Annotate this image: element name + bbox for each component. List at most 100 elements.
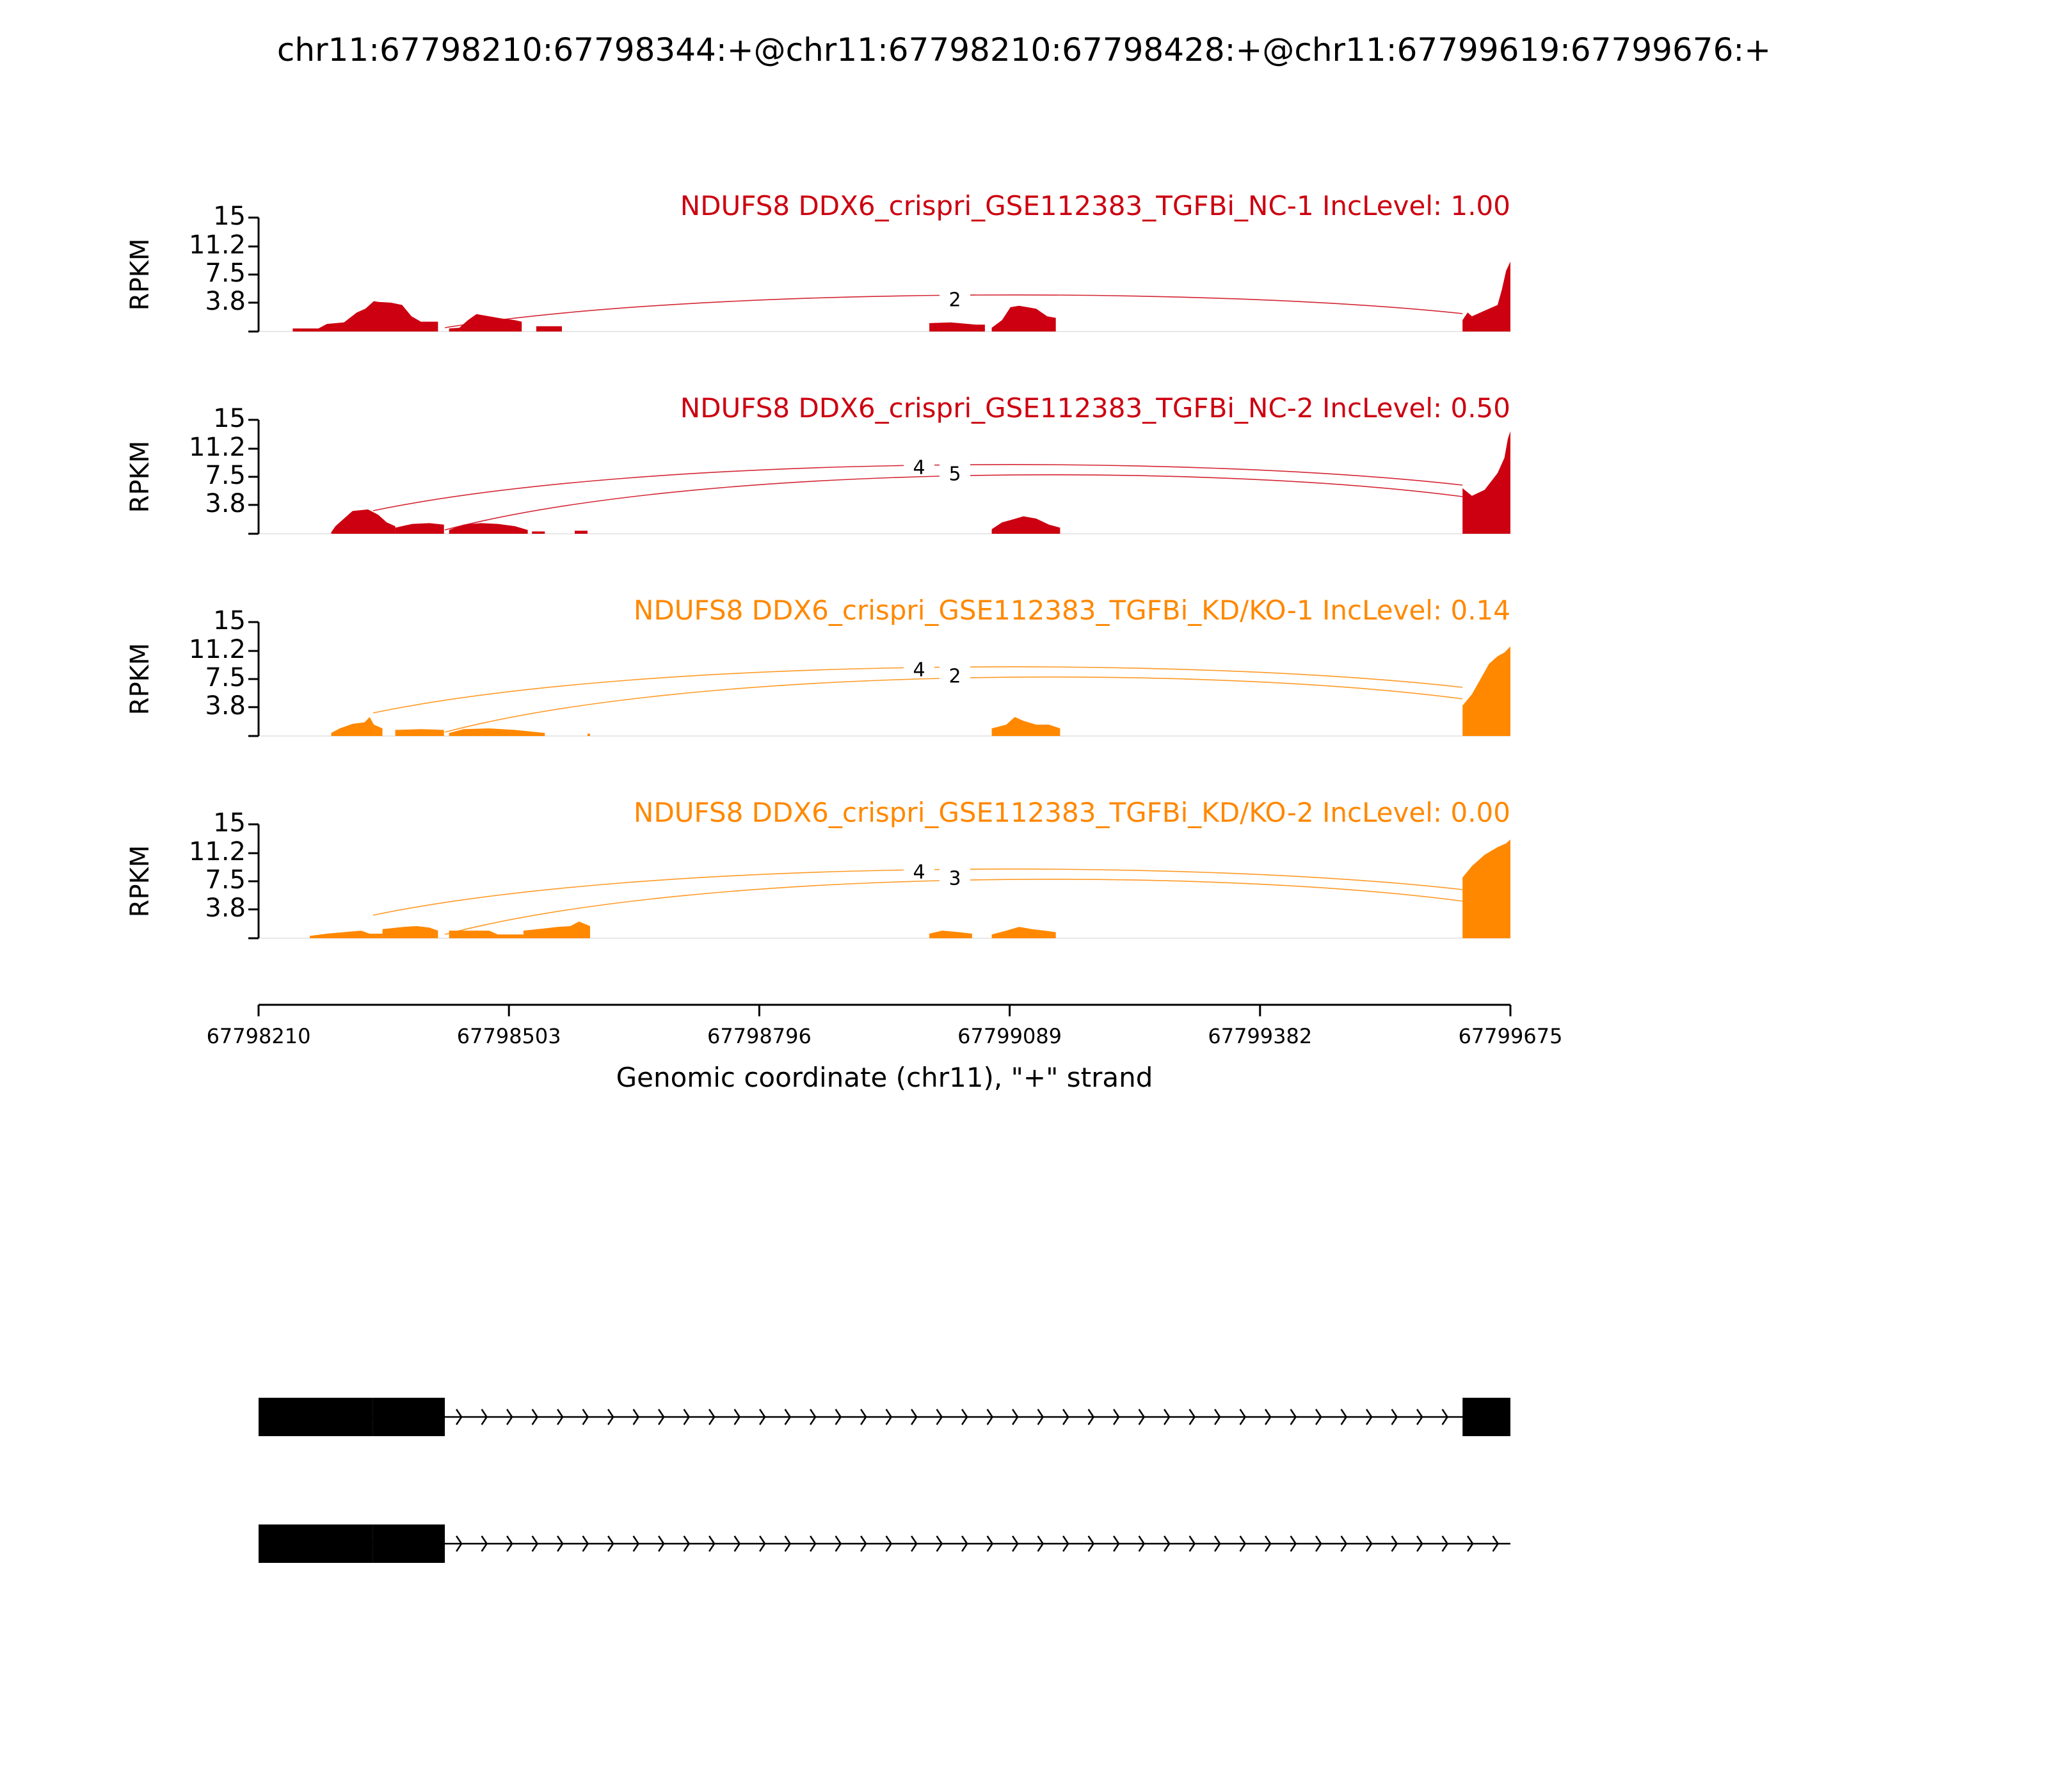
strand-arrow <box>607 1535 614 1552</box>
exon-block <box>372 1524 445 1563</box>
junction-label-bg <box>940 863 970 886</box>
strand-arrow <box>481 1409 488 1425</box>
y-tick-label: 7.5 <box>205 663 246 692</box>
y-tick-label: 15 <box>213 202 246 231</box>
coverage-segment <box>991 927 1056 938</box>
y-tick-label: 3.8 <box>205 489 246 518</box>
strand-arrow <box>784 1409 792 1425</box>
strand-arrow <box>1265 1409 1272 1425</box>
y-tick-label: 15 <box>213 404 246 433</box>
x-tick-label: 67798210 <box>207 1024 311 1048</box>
strand-arrow <box>582 1535 589 1552</box>
strand-arrow <box>1087 1535 1095 1552</box>
y-tick-label: 11.2 <box>189 230 246 260</box>
strand-arrow <box>708 1409 716 1425</box>
junction-count-label: 5 <box>948 463 961 486</box>
strand-arrow <box>860 1535 867 1552</box>
strand-arrow <box>1239 1535 1247 1552</box>
strand-arrow <box>1188 1535 1196 1552</box>
strand-arrow <box>683 1409 691 1425</box>
coverage-segment <box>575 531 588 534</box>
strand-arrow <box>1315 1409 1322 1425</box>
strand-arrow <box>936 1535 943 1552</box>
strand-arrow <box>810 1535 817 1552</box>
strand-arrow <box>1164 1535 1171 1552</box>
junction-label-bg <box>904 654 934 677</box>
y-tick-label: 7.5 <box>205 461 246 490</box>
coverage-segment <box>523 921 590 938</box>
y-axis-label: RPKM <box>125 239 155 311</box>
strand-arrow <box>784 1535 792 1552</box>
strand-arrow <box>1416 1535 1423 1552</box>
x-tick-label: 67799675 <box>1459 1024 1563 1048</box>
coverage-segment <box>532 531 545 534</box>
gene-model-2 <box>259 1524 1510 1563</box>
figure-title: chr11:67798210:67798344:+@chr11:67798210… <box>277 31 1771 68</box>
strand-arrow <box>531 1535 539 1552</box>
y-tick-label: 11.2 <box>189 837 246 867</box>
coverage-segment <box>395 729 444 736</box>
strand-arrow <box>658 1409 665 1425</box>
strand-arrow <box>986 1535 994 1552</box>
strand-arrow <box>506 1535 513 1552</box>
coverage-segment <box>449 314 522 332</box>
junction-count-label: 4 <box>913 457 925 479</box>
strand-arrow <box>1441 1409 1449 1425</box>
x-tick-label: 67799089 <box>957 1024 1062 1048</box>
strand-arrow <box>1441 1535 1449 1552</box>
strand-arrow <box>733 1535 741 1552</box>
strand-arrow <box>1164 1409 1171 1425</box>
coverage-segment <box>929 322 985 332</box>
strand-arrow <box>683 1535 691 1552</box>
strand-arrow <box>557 1535 564 1552</box>
coverage-segment <box>331 509 396 534</box>
y-tick-label: 11.2 <box>189 635 246 664</box>
y-tick-label: 3.8 <box>205 893 246 923</box>
coverage-segment <box>536 326 562 332</box>
strand-arrow <box>506 1409 513 1425</box>
strand-arrow <box>1113 1409 1120 1425</box>
strand-arrow <box>658 1535 665 1552</box>
strand-arrow <box>531 1409 539 1425</box>
junction-count-label: 2 <box>948 289 961 312</box>
strand-arrow <box>1239 1409 1247 1425</box>
strand-arrow <box>456 1535 463 1552</box>
strand-arrow <box>557 1409 564 1425</box>
coverage-segment <box>395 523 444 534</box>
coverage-segment <box>292 301 438 332</box>
junction-label-bg <box>904 856 934 879</box>
gene-model-1 <box>259 1398 1510 1436</box>
strand-arrow <box>1037 1535 1044 1552</box>
exon-block <box>259 1524 373 1563</box>
junction-count-label: 2 <box>948 666 961 688</box>
track-label: NDUFS8 DDX6_crispri_GSE112383_TGFBi_KD/K… <box>634 595 1510 626</box>
junction-count-label: 3 <box>948 868 961 890</box>
strand-arrow <box>607 1409 614 1425</box>
track-label: NDUFS8 DDX6_crispri_GSE112383_TGFBi_KD/K… <box>634 797 1510 828</box>
x-tick-label: 67798796 <box>707 1024 812 1048</box>
coverage-segment <box>991 717 1060 736</box>
strand-arrow <box>1391 1535 1398 1552</box>
junction-label-bg <box>940 660 970 684</box>
strand-arrow <box>582 1409 589 1425</box>
coverage-segment <box>588 733 590 736</box>
coverage-segment <box>929 931 972 938</box>
strand-arrow <box>1012 1535 1019 1552</box>
strand-arrow <box>1265 1535 1272 1552</box>
strand-arrow <box>708 1535 716 1552</box>
strand-arrow <box>1416 1409 1423 1425</box>
strand-arrow <box>1467 1535 1474 1552</box>
coverage-segment <box>991 305 1056 332</box>
strand-arrow <box>835 1535 842 1552</box>
exon-block <box>1462 1398 1510 1436</box>
x-tick-label: 67799382 <box>1208 1024 1312 1048</box>
strand-arrow <box>632 1535 640 1552</box>
strand-arrow <box>632 1409 640 1425</box>
strand-arrow <box>1340 1535 1348 1552</box>
y-axis-label: RPKM <box>125 643 155 716</box>
